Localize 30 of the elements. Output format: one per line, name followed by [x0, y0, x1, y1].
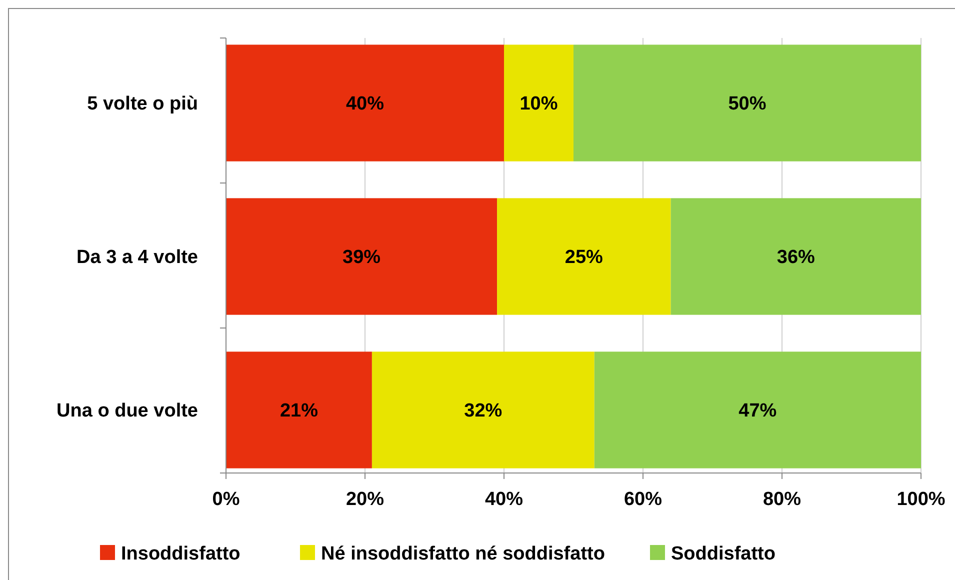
data-label: 40%: [346, 94, 384, 115]
data-label: 32%: [464, 400, 502, 422]
x-tick-label: 0%: [212, 489, 240, 510]
data-label: 36%: [776, 247, 816, 268]
x-tick-label: 20%: [346, 489, 384, 510]
x-tick-label: 60%: [624, 489, 662, 510]
legend-label: Né insoddisfatto né soddisfatto: [321, 544, 605, 565]
bar: [594, 352, 921, 468]
y-tick-label: Da 3 a 4 volte: [76, 247, 198, 268]
x-tick-label: 40%: [484, 489, 524, 510]
legend-label: Insoddisfatto: [121, 544, 240, 565]
data-label: 21%: [280, 400, 318, 422]
y-tick-label: Una o due volte: [56, 400, 198, 422]
y-tick-label: 5 volte o più: [87, 94, 198, 115]
bar: [226, 352, 372, 468]
bar: [670, 198, 921, 315]
bar: [372, 352, 594, 468]
x-tick-label: 80%: [762, 489, 802, 510]
x-tick-label: 100%: [896, 489, 946, 510]
data-label: 25%: [564, 247, 604, 268]
bar: [504, 44, 574, 162]
bar: [497, 198, 671, 315]
data-label: 10%: [520, 94, 558, 115]
data-label: 39%: [342, 247, 381, 268]
data-label: 47%: [738, 400, 777, 422]
bar: [574, 44, 921, 162]
bar: [226, 44, 504, 162]
legend-label: Soddisfatto: [671, 544, 776, 565]
data-label: 50%: [728, 94, 766, 115]
bar: [226, 198, 498, 315]
